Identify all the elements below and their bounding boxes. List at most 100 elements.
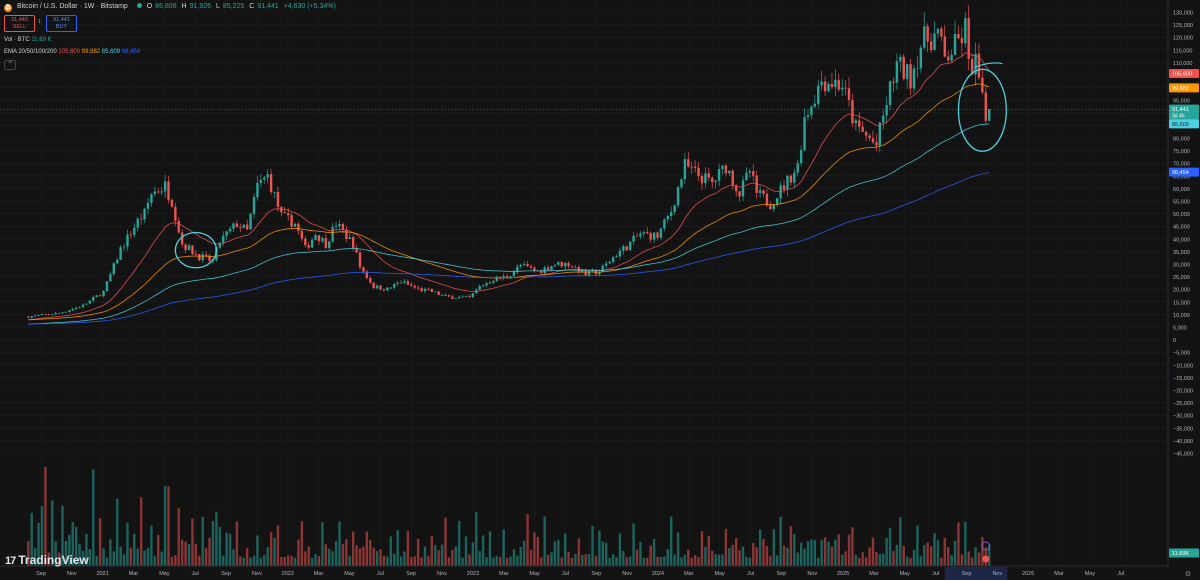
volume-bar	[765, 546, 769, 566]
ema-indicator-legend[interactable]: EMA 20/50/100/200 105,600 99,882 85,609 …	[4, 49, 140, 55]
candle-body	[953, 33, 957, 55]
candle-body	[437, 291, 440, 295]
candle-body	[146, 202, 150, 209]
sell-button[interactable]: 91,440 SELL	[4, 15, 35, 32]
candle-body	[936, 28, 940, 34]
x-tick-label: Nov	[67, 571, 77, 577]
candle-body	[222, 235, 225, 243]
chart-grid	[0, 0, 1168, 566]
candle-body	[796, 163, 799, 173]
candle-body	[728, 170, 731, 174]
candle-body	[553, 264, 557, 267]
volume-bar	[977, 552, 981, 566]
volume-bar	[625, 557, 628, 566]
volume-bar	[180, 539, 184, 566]
candle-body	[40, 314, 44, 316]
volume-bar	[64, 541, 68, 566]
candle-body	[228, 228, 232, 232]
candle-body	[174, 206, 177, 221]
x-tick-label: Jul	[1117, 571, 1124, 577]
candle-body	[772, 204, 775, 210]
volume-bar	[461, 557, 464, 566]
volume-bar	[218, 527, 221, 566]
settings-icon[interactable]: ⚙	[1185, 570, 1191, 578]
volume-bar	[704, 546, 707, 566]
volume-bar	[358, 548, 362, 566]
volume-bar	[81, 550, 85, 566]
time-scale[interactable]	[0, 566, 1168, 580]
volume-bar	[981, 536, 984, 566]
x-tick-label: May	[344, 571, 355, 577]
collapse-legend-button[interactable]: ^	[4, 60, 16, 70]
volume-bar	[608, 557, 611, 566]
earnings-marker-icon[interactable]	[982, 555, 990, 563]
highlight-ellipse[interactable]	[174, 231, 218, 269]
volume-bar	[129, 547, 133, 566]
candle-body	[628, 241, 632, 251]
symbol-title[interactable]: Bitcoin / U.S. Dollar · 1W · Bitstamp	[16, 3, 128, 10]
volume-bar	[858, 557, 861, 566]
candle-body	[687, 159, 690, 167]
volume-bar	[286, 555, 290, 566]
volume-bar	[170, 556, 174, 566]
volume-bar	[208, 537, 211, 566]
event-marker-icon[interactable]	[981, 541, 991, 551]
volume-bar	[639, 542, 642, 566]
volume-bar	[410, 556, 413, 566]
volume-bar	[820, 540, 823, 566]
volume-bar	[581, 554, 584, 566]
volume-bar	[194, 543, 198, 566]
candle-body	[51, 314, 54, 316]
x-tick-label: 2024	[652, 571, 664, 577]
buy-label: BUY	[55, 24, 68, 30]
volume-bar	[143, 550, 146, 566]
candle-body	[974, 53, 977, 75]
price-label-tag	[1169, 119, 1199, 129]
candle-body	[177, 220, 180, 233]
y-tick-label: 110,000	[1173, 61, 1192, 67]
candle-body	[557, 261, 560, 265]
candle-body	[830, 84, 834, 87]
candle-body	[293, 223, 297, 227]
volume-bar	[204, 548, 208, 566]
candle-body	[683, 159, 687, 180]
x-tick-label: Sep	[777, 571, 787, 577]
candle-body	[533, 267, 536, 271]
volume-bar	[755, 547, 758, 566]
volume-bar	[656, 556, 659, 566]
candle-body	[331, 226, 334, 242]
candle-body	[632, 235, 635, 242]
candle-body	[444, 294, 447, 296]
volume-bar	[546, 554, 550, 566]
y-tick-label: 35,000	[1173, 250, 1190, 256]
volume-bar	[198, 555, 201, 566]
volume-bar	[813, 539, 817, 566]
candle-body	[300, 230, 304, 239]
volume-indicator-legend[interactable]: Vol · BTC 11.69 K	[4, 37, 52, 43]
y-tick-label: 95,000	[1173, 99, 1190, 105]
highlight-ellipse[interactable]	[957, 68, 1007, 152]
volume-bar	[522, 540, 526, 566]
volume-bar	[899, 517, 902, 566]
volume-bar	[403, 551, 406, 566]
candle-body	[509, 276, 512, 278]
price-scale[interactable]	[1168, 0, 1200, 580]
volume-bar	[988, 544, 991, 566]
candle-body	[136, 218, 139, 228]
volume-bar	[139, 497, 143, 566]
volume-bar	[509, 556, 512, 566]
candle-body	[878, 122, 881, 146]
close-label: C	[249, 3, 255, 10]
volume-bar	[413, 556, 416, 566]
volume-bar	[902, 546, 905, 566]
volume-bar	[293, 557, 297, 566]
candle-body	[88, 300, 92, 304]
volume-bar	[102, 548, 105, 566]
volume-bar	[714, 554, 717, 566]
candle-body	[112, 263, 115, 275]
candle-body	[328, 241, 331, 249]
buy-button[interactable]: 91,441 BUY	[46, 15, 77, 32]
candle-body	[187, 245, 191, 251]
